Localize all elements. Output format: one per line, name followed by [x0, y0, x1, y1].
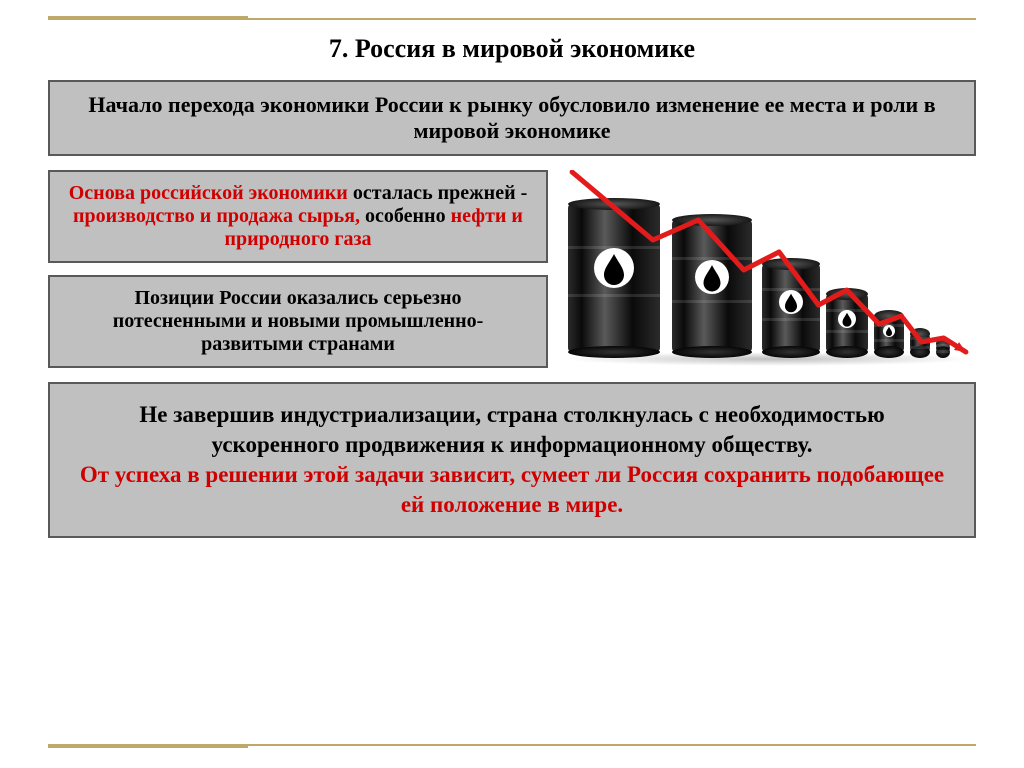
rule-top — [48, 18, 976, 20]
barrel — [762, 258, 820, 358]
intro-box: Начало перехода экономики России к рынку… — [48, 80, 976, 156]
oil-drop-icon — [594, 248, 634, 288]
basis-red1: производство и продажа сырья, — [73, 205, 365, 227]
barrel — [568, 198, 660, 358]
chart-column — [562, 170, 976, 370]
oil-drop-icon — [779, 290, 803, 314]
slide: 7. Россия в мировой экономике Начало пер… — [0, 0, 1024, 768]
conclusion-red: От успеха в решении этой задачи зависит,… — [78, 460, 946, 520]
barrel — [936, 338, 950, 358]
barrel — [874, 310, 904, 358]
basis-box: Основа российской экономики осталась пре… — [48, 170, 548, 263]
slide-title: 7. Россия в мировой экономике — [48, 34, 976, 64]
rule-bottom-short — [48, 746, 248, 748]
conclusion-black: Не завершив индустриализации, страна сто… — [78, 400, 946, 460]
basis-mid1: осталась прежней - — [353, 182, 527, 204]
barrel — [910, 328, 930, 358]
conclusion-box: Не завершив индустриализации, страна сто… — [48, 382, 976, 538]
middle-row: Основа российской экономики осталась пре… — [48, 170, 976, 370]
oil-drop-icon — [838, 310, 856, 328]
barrel — [672, 214, 752, 358]
oil-drop-icon — [883, 325, 895, 337]
basis-pre: Основа российской экономики — [69, 182, 353, 204]
oil-drop-icon — [695, 260, 729, 294]
left-column: Основа российской экономики осталась пре… — [48, 170, 548, 370]
position-box: Позиции России оказались серьезно потесн… — [48, 275, 548, 368]
oil-barrel-chart — [562, 170, 976, 370]
basis-mid2: особенно — [365, 205, 451, 227]
barrel — [826, 288, 868, 358]
